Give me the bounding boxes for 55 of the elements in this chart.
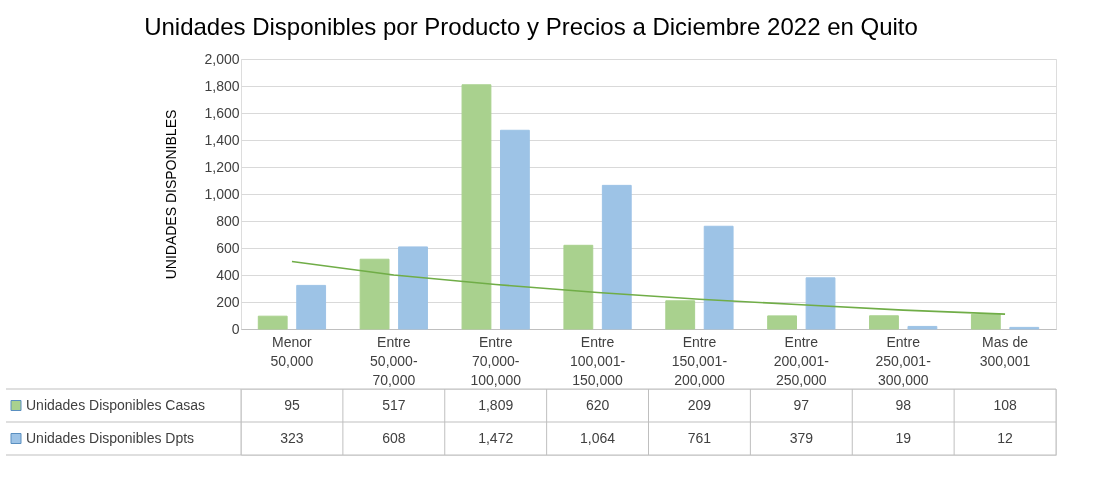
data-label: 323 xyxy=(280,429,304,446)
y-tick-label: 400 xyxy=(216,266,240,283)
x-tick-label: Entre 250,001-300,000 xyxy=(875,333,932,388)
x-tick-label: Entre 200,001-250,000 xyxy=(773,333,830,388)
data-label: 209 xyxy=(687,396,712,413)
data-label: 1,809 xyxy=(478,396,514,413)
data-label: 379 xyxy=(789,429,814,446)
data-label: 1,064 xyxy=(580,429,616,446)
bar xyxy=(499,129,530,330)
x-tick-label: Menor 50,000 xyxy=(270,333,314,369)
y-tick-label: 0 xyxy=(231,320,240,337)
y-tick-label: 1,000 xyxy=(204,185,240,202)
bar xyxy=(970,313,1001,330)
legend-label: Unidades Disponibles Dpts xyxy=(26,429,195,446)
y-tick-label: 2,000 xyxy=(204,50,240,67)
y-tick-label: 800 xyxy=(216,212,240,229)
y-tick-label: 1,400 xyxy=(204,131,240,148)
y-tick-label: 1,200 xyxy=(204,158,240,175)
bar xyxy=(665,300,696,330)
y-axis-title: UNIDADES DISPONIBLES xyxy=(163,109,180,280)
data-label: 19 xyxy=(895,429,912,446)
y-tick-label: 200 xyxy=(216,293,240,310)
bar xyxy=(805,277,836,330)
x-tick-label: Entre 50,000-70,000 xyxy=(370,333,418,388)
bar xyxy=(869,315,899,330)
data-label: 517 xyxy=(382,396,406,413)
x-tick-label: Entre 70,000-100,000 xyxy=(470,333,522,388)
x-tick-label: Mas de 300,001 xyxy=(979,333,1031,369)
y-tick-label: 1,800 xyxy=(204,77,240,94)
bar xyxy=(461,84,492,330)
data-label: 97 xyxy=(793,396,810,413)
data-label: 98 xyxy=(895,396,912,413)
data-label: 1,472 xyxy=(478,429,514,446)
chart-title: Unidades Disponibles por Producto y Precios a Diciembre 2022 en Quito xyxy=(144,12,918,40)
data-label: 95 xyxy=(284,396,300,413)
bar xyxy=(601,184,632,330)
line-series xyxy=(291,260,1006,315)
bar xyxy=(907,325,938,330)
bar xyxy=(703,225,734,330)
bar xyxy=(257,315,288,330)
data-label: 620 xyxy=(585,396,610,413)
data-label: 108 xyxy=(993,396,1017,413)
data-label: 12 xyxy=(997,429,1014,446)
y-tick-label: 600 xyxy=(216,239,240,256)
bar xyxy=(563,244,594,330)
bar xyxy=(296,284,327,330)
data-label: 608 xyxy=(382,429,406,446)
bar xyxy=(359,258,390,330)
bar xyxy=(398,246,428,330)
x-tick-label: Entre 150,001-200,000 xyxy=(671,333,728,388)
y-tick-label: 1,600 xyxy=(204,104,240,121)
x-tick-label: Entre 100,001-150,000 xyxy=(569,333,626,388)
legend-label: Unidades Disponibles Casas xyxy=(26,396,205,413)
bar xyxy=(767,315,798,330)
data-label: 761 xyxy=(687,429,712,446)
